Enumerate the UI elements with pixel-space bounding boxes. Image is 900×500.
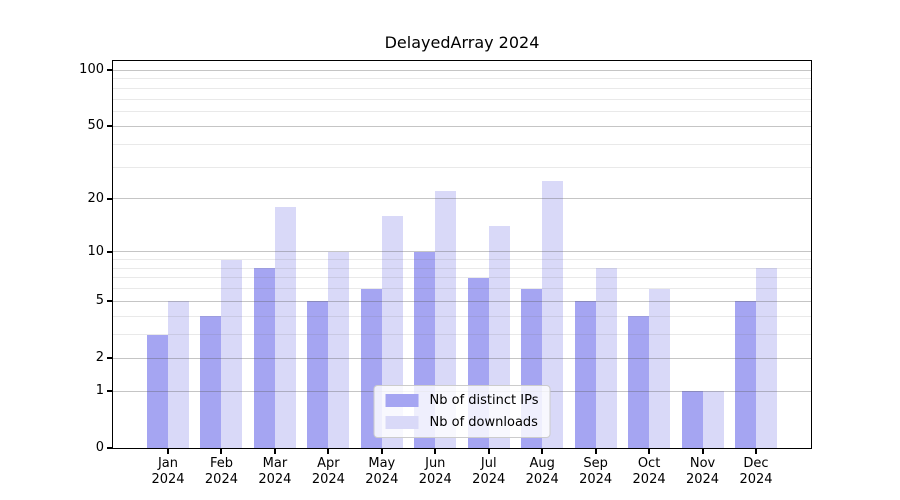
legend-item-distinct-ips: Nb of distinct IPs: [385, 393, 539, 408]
y-tick-label-50: 50: [87, 118, 104, 134]
bar-distinct-ips-apr: [307, 301, 329, 448]
bar-downloads-feb: [221, 259, 243, 448]
x-tick-nov: [701, 449, 704, 454]
x-tick-feb: [220, 449, 223, 454]
legend-label-downloads: Nb of downloads: [429, 415, 538, 430]
bar-distinct-ips-nov: [681, 391, 703, 448]
plot-area: Nb of distinct IPs Nb of downloads: [112, 60, 812, 449]
x-tick-sep: [594, 449, 597, 454]
y-tick-label-2: 2: [95, 350, 104, 366]
x-tick-label-sep: Sep 2024: [579, 456, 613, 487]
bar-downloads-dec: [756, 268, 777, 448]
y-tick-label-20: 20: [87, 190, 104, 206]
x-tick-may: [380, 449, 383, 454]
x-tick-apr: [327, 449, 330, 454]
x-tick-label-feb: Feb 2024: [204, 456, 238, 487]
x-tick-label-dec: Dec 2024: [739, 456, 773, 487]
x-tick-label-mar: Mar 2024: [258, 456, 292, 487]
bar-distinct-ips-jan: [147, 334, 168, 448]
bar-downloads-jun: [435, 191, 457, 448]
bar-downloads-mar: [274, 207, 296, 448]
x-tick-label-jul: Jul 2024: [472, 456, 506, 487]
x-tick-jun: [434, 449, 437, 454]
x-tick-label-jan: Jan 2024: [151, 456, 185, 487]
bar-downloads-sep: [595, 268, 617, 448]
legend-swatch-distinct-ips: [385, 394, 419, 407]
legend-swatch-downloads: [385, 416, 419, 429]
x-tick-aug: [541, 449, 544, 454]
y-tick-label-0: 0: [95, 440, 104, 455]
y-tick-label-1: 1: [95, 383, 104, 399]
y-tick-label-100: 100: [79, 62, 104, 78]
bar-distinct-ips-feb: [200, 316, 222, 448]
x-tick-label-oct: Oct 2024: [632, 456, 666, 487]
x-tick-label-may: May 2024: [365, 456, 399, 487]
bar-downloads-oct: [649, 288, 671, 448]
bar-distinct-ips-mar: [253, 268, 275, 448]
x-tick-dec: [755, 449, 757, 454]
legend-label-distinct-ips: Nb of distinct IPs: [429, 393, 539, 408]
x-tick-oct: [648, 449, 651, 454]
x-tick-label-aug: Aug 2024: [525, 456, 559, 487]
chart-title: DelayedArray 2024: [384, 33, 540, 52]
legend-item-downloads: Nb of downloads: [385, 415, 539, 430]
x-tick-label-jun: Jun 2024: [418, 456, 452, 487]
bar-downloads-nov: [702, 391, 724, 448]
y-tick-label-10: 10: [87, 243, 104, 259]
bar-downloads-apr: [328, 251, 350, 448]
x-tick-jul: [487, 449, 490, 454]
bar-distinct-ips-dec: [735, 301, 756, 448]
x-tick-jan: [167, 449, 169, 454]
bar-distinct-ips-oct: [628, 316, 650, 448]
x-tick-label-nov: Nov 2024: [685, 456, 720, 487]
bar-distinct-ips-sep: [574, 301, 596, 448]
y-tick-label-5: 5: [95, 293, 104, 309]
bar-downloads-aug: [542, 181, 564, 448]
bar-downloads-jan: [168, 301, 189, 448]
x-tick-label-apr: Apr 2024: [311, 456, 345, 487]
legend: Nb of distinct IPs Nb of downloads: [373, 385, 551, 438]
x-tick-mar: [273, 449, 276, 454]
